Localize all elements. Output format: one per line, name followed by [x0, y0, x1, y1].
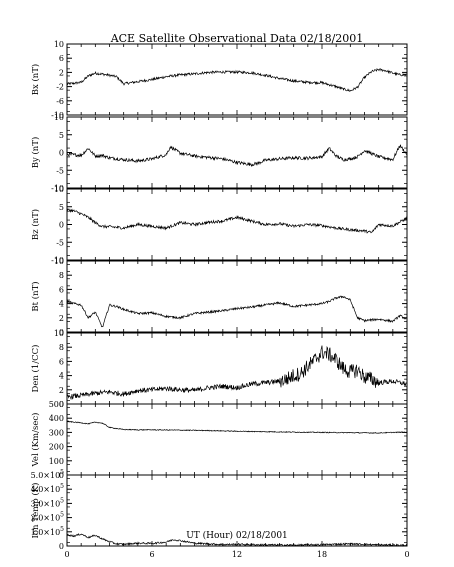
y-tick-label: -6 — [56, 97, 64, 106]
y-tick-label: 10 — [54, 40, 64, 49]
y-axis-label-by: By (nT) — [30, 137, 41, 169]
x-axis: 0 6 12 18 0 — [64, 550, 409, 559]
y-tick-label: 4 — [59, 300, 64, 309]
x-tick-label: 12 — [232, 550, 242, 559]
series-line-temp — [66, 533, 408, 547]
y-tick-label: -5 — [56, 238, 64, 247]
y-tick-label: 5 — [59, 131, 64, 140]
y-tick-label: 5 — [59, 203, 64, 212]
x-tick-label: 0 — [64, 550, 69, 559]
y-tick-label: 2 — [59, 314, 64, 323]
x-axis-label: UT (Hour) 02/18/2001 — [186, 530, 288, 541]
y-axis-label-bz: Bz (nT) — [30, 209, 41, 240]
series-line-bt — [66, 295, 408, 328]
y-tick-label: 6 — [59, 285, 64, 294]
y-tick-label: -2 — [56, 83, 64, 92]
panel-by-frame — [66, 116, 408, 189]
panel-den: 10 8 6 4 2 0 Den (1/CC) — [30, 329, 408, 409]
x-tick-label: 18 — [317, 550, 327, 559]
y-tick-label: 300 — [49, 428, 64, 437]
panel-temp: 5.0×105 4.0×105 3.0×105 2.0×105 1.0×105 0 Ion … — [30, 469, 408, 551]
y-axis-label-den: Den (1/CC) — [30, 345, 41, 393]
series-line-den — [66, 345, 408, 401]
y-tick-label: 1.0×105 — [31, 526, 65, 537]
y-tick-label: 4 — [59, 372, 64, 381]
series-line-by — [66, 144, 408, 168]
y-tick-label: -10 — [51, 256, 64, 265]
y-tick-label: 400 — [49, 414, 64, 423]
y-tick-label: 0 — [59, 221, 64, 230]
series-line-bz — [66, 208, 408, 234]
panel-group: 10 6 2 -2 -6 -10 Bx (nT) 10 5 0 -5 -10 By (nT) 10 5 0 -5… — [30, 40, 408, 551]
panel-vel-frame — [66, 403, 408, 476]
y-tick-label: 4.0×105 — [31, 483, 65, 494]
panel-bx: 10 6 2 -2 -6 -10 Bx (nT) — [30, 40, 408, 120]
panel-by: 10 5 0 -5 -10 By (nT) — [30, 113, 408, 193]
y-tick-label: 0 — [59, 471, 64, 480]
y-tick-label: 8 — [59, 343, 64, 352]
y-tick-label: 100 — [49, 457, 64, 466]
y-tick-label: 10 — [54, 113, 64, 122]
series-line-bx — [66, 68, 408, 92]
y-tick-label: 5.0×105 — [31, 469, 65, 480]
y-tick-label: 200 — [49, 443, 64, 452]
y-tick-label: 0 — [59, 328, 64, 337]
y-axis-label-bx: Bx (nT) — [30, 64, 41, 96]
y-tick-label: 2 — [59, 68, 64, 77]
y-tick-label: 10 — [54, 257, 64, 266]
y-tick-label: 2 — [59, 386, 64, 395]
y-tick-label: 500 — [49, 400, 64, 409]
y-axis-label-temp: Ion Temp (K) — [30, 483, 41, 539]
y-tick-label: 0 — [59, 400, 64, 409]
panel-bt-frame — [66, 260, 408, 333]
y-tick-label: 0 — [59, 542, 64, 551]
x-tick-label: 6 — [149, 550, 154, 559]
x-tick-label: 0 — [404, 550, 409, 559]
panel-bt: 10 8 6 4 2 0 Bt (nT) — [30, 257, 408, 337]
y-tick-label: 3.0×105 — [31, 497, 65, 508]
y-tick-label: 0 — [59, 149, 64, 158]
series-line-vel — [66, 420, 408, 434]
panel-vel: 500 400 300 200 100 0 Vel (Km/sec) — [30, 400, 408, 480]
y-tick-label: -10 — [51, 184, 64, 193]
panel-bz: 10 5 0 -5 -10 Bz (nT) — [30, 185, 408, 265]
y-tick-label: 6 — [59, 54, 64, 63]
y-tick-label: 10 — [54, 185, 64, 194]
panel-bz-frame — [66, 188, 408, 261]
y-tick-label: 10 — [54, 329, 64, 338]
y-axis-label-vel: Vel (Km/sec) — [30, 413, 41, 468]
chart-title: ACE Satellite Observational Data 02/18/2… — [110, 32, 364, 45]
y-tick-label: -5 — [56, 166, 64, 175]
y-tick-label: 2.0×105 — [31, 512, 65, 523]
y-tick-label: -10 — [51, 111, 64, 120]
y-tick-label: 6 — [59, 357, 64, 366]
y-axis-label-bt: Bt (nT) — [30, 281, 41, 311]
y-tick-label: 8 — [59, 271, 64, 280]
